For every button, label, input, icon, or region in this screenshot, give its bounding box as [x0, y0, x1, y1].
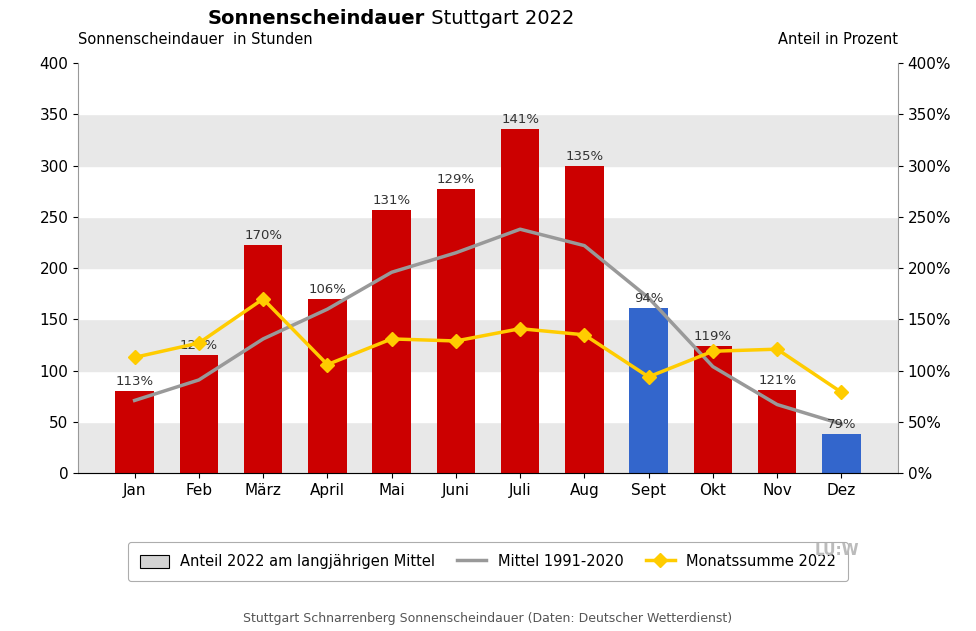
- Text: 106%: 106%: [308, 283, 346, 297]
- Text: 141%: 141%: [501, 113, 539, 126]
- Bar: [373, 210, 411, 473]
- Bar: [822, 434, 861, 473]
- Text: 121%: 121%: [758, 374, 796, 387]
- Legend: Anteil 2022 am langjährigen Mittel, Mittel 1991-2020, Monatssumme 2022: Anteil 2022 am langjährigen Mittel, Mitt…: [128, 543, 848, 581]
- Bar: [308, 299, 346, 473]
- Text: 127%: 127%: [180, 339, 218, 351]
- Text: 170%: 170%: [244, 229, 282, 242]
- Bar: [565, 166, 603, 473]
- Bar: [78, 114, 898, 166]
- Text: Stuttgart 2022: Stuttgart 2022: [425, 9, 574, 28]
- Text: 113%: 113%: [115, 375, 153, 388]
- Text: Sonnenscheindauer: Sonnenscheindauer: [207, 9, 425, 28]
- Text: 79%: 79%: [827, 418, 856, 432]
- Bar: [694, 346, 732, 473]
- Bar: [180, 355, 219, 473]
- Text: 131%: 131%: [373, 194, 411, 207]
- Bar: [78, 422, 898, 473]
- Bar: [78, 370, 898, 422]
- Text: Sonnenscheindauer  in Stunden: Sonnenscheindauer in Stunden: [78, 32, 312, 47]
- Bar: [78, 319, 898, 370]
- Bar: [501, 129, 540, 473]
- Text: 135%: 135%: [565, 150, 603, 163]
- Bar: [115, 391, 154, 473]
- Bar: [244, 245, 282, 473]
- Bar: [78, 217, 898, 268]
- Text: 129%: 129%: [437, 173, 475, 186]
- Bar: [436, 189, 475, 473]
- Bar: [78, 165, 898, 217]
- Bar: [630, 309, 668, 473]
- Text: Stuttgart Schnarrenberg Sonnenscheindauer (Daten: Deutscher Wetterdienst): Stuttgart Schnarrenberg Sonnenscheindaue…: [243, 611, 733, 625]
- Bar: [78, 63, 898, 114]
- Text: 119%: 119%: [694, 330, 732, 343]
- Text: LU:W: LU:W: [814, 543, 859, 558]
- Bar: [757, 390, 796, 473]
- Bar: [78, 268, 898, 319]
- Text: 94%: 94%: [634, 292, 664, 305]
- Text: Anteil in Prozent: Anteil in Prozent: [778, 32, 898, 47]
